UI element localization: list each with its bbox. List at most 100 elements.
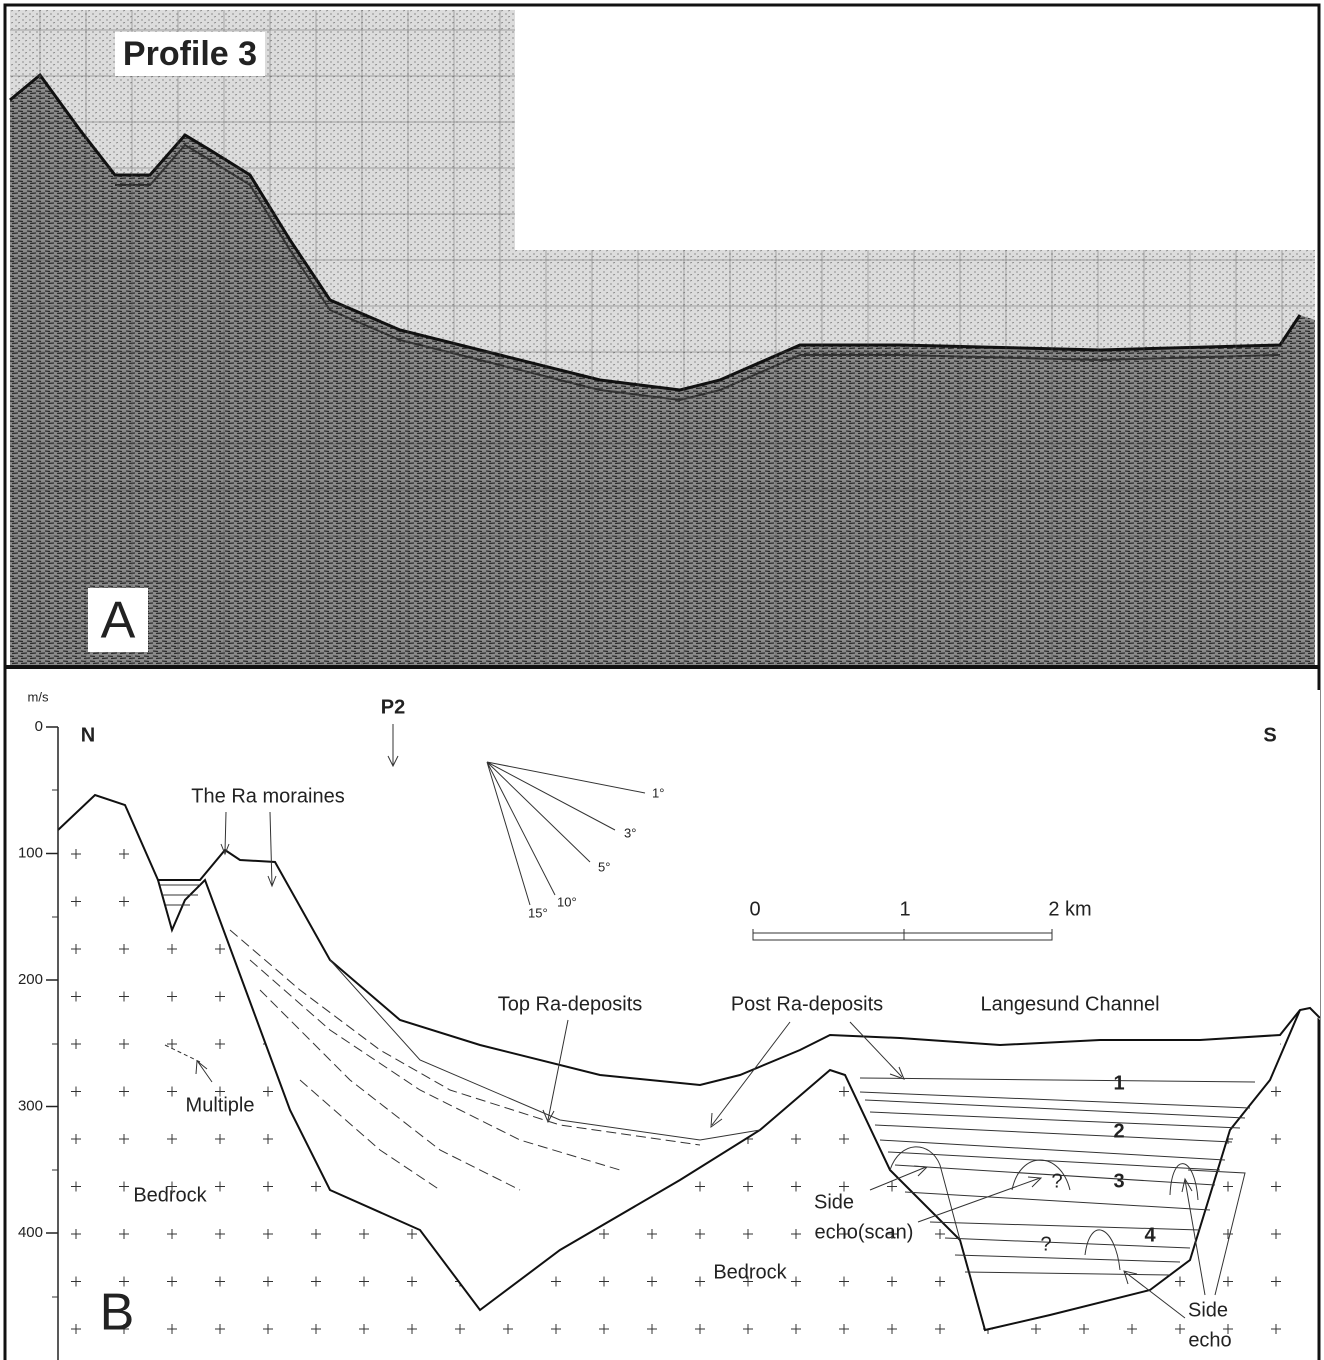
tick-label: 0 [35,718,43,735]
panel-b: m/s 0100200300400 N S P2 The Ra moraines… [18,689,1320,1360]
bedrock-cross [263,1324,273,1334]
angle-label: 1° [652,785,664,800]
tick-label: 400 [18,1224,43,1241]
bedrock-cross [791,1324,801,1334]
bedrock-cross [455,1324,465,1334]
page: Profile 3 A m/s 0100200300400 N S P2 The… [0,0,1324,1360]
bedrock-cross [119,1134,129,1144]
bedrock-cross [791,1277,801,1287]
bedrock-cross [791,1182,801,1192]
bedrock-cross [887,1324,897,1334]
multiple-reflector [165,1045,200,1062]
bedrock-cross [71,1039,81,1049]
bedrock-cross [647,1324,657,1334]
bedrock-cross [167,944,177,954]
scale-label: 0 [749,898,760,920]
bedrock-cross [599,1229,609,1239]
bedrock-cross [263,1134,273,1144]
bedrock-cross [695,1277,705,1287]
moraines-label: The Ra moraines [191,785,344,807]
bedrock-cross [215,1039,225,1049]
bedrock-cross [71,944,81,954]
bedrock-cross [71,1182,81,1192]
bedrock-cross [119,897,129,907]
bedrock-cross [1223,1277,1233,1287]
bedrock-cross [119,992,129,1002]
angle-label: 5° [598,859,610,874]
p2-label: P2 [381,696,405,718]
scale-label: 1 [899,898,910,920]
bedrock-cross [791,1229,801,1239]
bedrock-cross [71,1324,81,1334]
bedrock-cross [1271,1182,1281,1192]
post-ra-label: Post Ra-deposits [731,993,883,1015]
unit-number: 2 [1113,1120,1124,1142]
bedrock-cross [167,992,177,1002]
bedrock-cross [119,1182,129,1192]
bedrock-cross [935,1229,945,1239]
panel-letter: A [101,592,136,650]
bedrock-cross [311,1277,321,1287]
side-echo-scan-label: Side [814,1191,854,1213]
bedrock-cross [215,1134,225,1144]
bedrock-cross [167,1229,177,1239]
bedrock-cross [215,992,225,1002]
bedrock-cross [119,1087,129,1097]
bedrock-cross [119,944,129,954]
bedrock-cross [71,1277,81,1287]
bedrock-cross [503,1324,513,1334]
side-echo-label: Side [1188,1299,1228,1321]
angle-label: 3° [624,825,636,840]
bedrock-cross [1271,1087,1281,1097]
bedrock-cross [71,1134,81,1144]
bedrock-cross [1223,1229,1233,1239]
bedrock-cross [215,1229,225,1239]
side-echo-scan-label: echo(scan) [815,1221,914,1243]
bedrock-cross [1271,1277,1281,1287]
bedrock-cross [743,1324,753,1334]
minor-ticks [52,790,58,1297]
bedrock-cross [647,1277,657,1287]
bedrock-cross [695,1182,705,1192]
bedrock-cross [407,1229,417,1239]
bedrock-cross [743,1182,753,1192]
bedrock-cross [1175,1324,1185,1334]
bedrock-cross [119,1039,129,1049]
bedrock-cross [215,944,225,954]
bedrock-cross [551,1324,561,1334]
bedrock-cross [839,1324,849,1334]
bedrock-cross [1127,1324,1137,1334]
bedrock-cross [71,992,81,1002]
question-mark: ? [1051,1170,1062,1192]
bedrock-cross [407,1324,417,1334]
bedrock-cross [359,1277,369,1287]
bedrock-cross [1271,1134,1281,1144]
top-ra-label: Top Ra-deposits [498,993,643,1015]
bedrock-cross [935,1324,945,1334]
bedrock-cross [167,1087,177,1097]
south-label: S [1263,724,1276,746]
panel-letter: B [100,1284,135,1342]
multiple-arrow [196,1061,212,1082]
bedrock-cross [359,1324,369,1334]
bedrock-cross [215,1324,225,1334]
bedrock-cross [887,1182,897,1192]
unit-number: 4 [1144,1224,1156,1246]
bedrock-label: Bedrock [133,1184,207,1206]
unit-number: 3 [1113,1170,1124,1192]
unit-number: 1 [1113,1072,1124,1094]
tick-label: 100 [18,844,43,861]
profile-title: Profile 3 [123,35,257,73]
bedrock-cross [1271,1324,1281,1334]
bedrock-cross [599,1324,609,1334]
bedrock-cross [263,1087,273,1097]
bedrock-cross [1079,1324,1089,1334]
bedrock-cross [263,1229,273,1239]
panel-a: Profile 3 A [10,10,1315,665]
bedrock-cross [1271,1229,1281,1239]
scale-label: 2 km [1048,898,1091,920]
bedrock-cross [1175,1277,1185,1287]
bedrock-cross [71,849,81,859]
bedrock-cross [263,1277,273,1287]
bedrock-label: Bedrock [713,1261,787,1283]
